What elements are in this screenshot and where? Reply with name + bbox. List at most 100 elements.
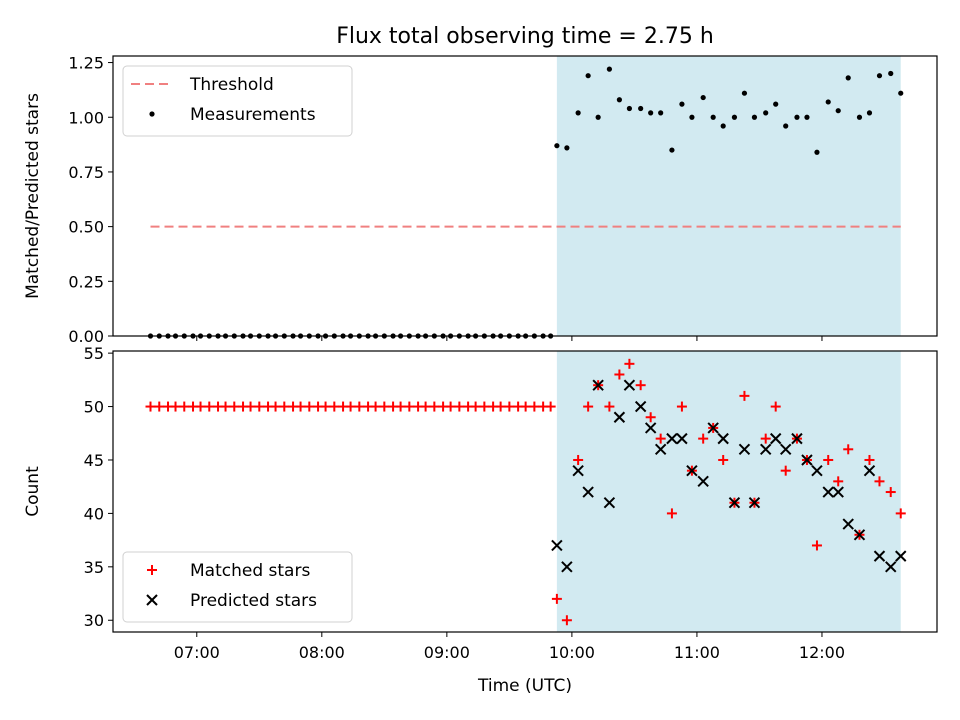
data-point — [741, 90, 748, 96]
data-point — [710, 114, 716, 120]
data-point — [666, 508, 677, 519]
data-point — [718, 454, 729, 465]
data-point — [445, 401, 456, 412]
data-point — [623, 379, 636, 391]
data-point — [763, 110, 769, 116]
data-point — [616, 97, 623, 103]
data-point — [329, 401, 340, 412]
data-point — [654, 443, 667, 456]
data-point — [780, 465, 791, 476]
data-point — [582, 486, 594, 498]
data-point — [895, 550, 907, 562]
data-point — [644, 422, 657, 434]
data-point — [832, 486, 844, 498]
data-point — [551, 539, 563, 552]
data-point — [638, 105, 644, 112]
data-point — [888, 70, 894, 77]
data-point — [529, 401, 540, 412]
data-point — [759, 443, 772, 456]
data-point — [676, 432, 688, 445]
data-point — [551, 593, 562, 604]
data-point — [707, 422, 719, 434]
x-tick-label: 11:00 — [674, 643, 720, 662]
data-point — [603, 497, 616, 509]
count-panel: 30 35 40 45 50 55 07:00 08:00 09:00 10:00 11:00 12:… — [23, 344, 938, 696]
y-tick-label: 35 — [84, 558, 104, 577]
data-point — [843, 444, 854, 455]
count-panel-frame — [112, 350, 938, 633]
data-point — [370, 401, 381, 412]
data-point — [420, 401, 431, 412]
data-point — [564, 145, 570, 151]
data-point — [270, 401, 281, 412]
data-point — [801, 454, 813, 466]
data-point — [520, 401, 531, 412]
data-point — [613, 411, 626, 423]
legend-key-marker — [146, 594, 158, 606]
data-point — [731, 114, 738, 120]
legend-key-marker — [147, 565, 157, 575]
data-point — [395, 401, 406, 412]
x-tick-label: 10:00 — [549, 643, 595, 662]
data-point — [885, 487, 896, 498]
data-point — [495, 401, 506, 412]
ratio-legend: Threshold Measurements — [122, 65, 353, 137]
legend-label: Threshold — [189, 75, 274, 95]
data-point — [320, 401, 331, 412]
data-point — [769, 432, 782, 445]
data-point — [748, 497, 761, 509]
count-shaded-region — [556, 351, 901, 632]
data-point — [760, 433, 771, 444]
data-point — [585, 73, 591, 79]
legend-label: Predicted stars — [190, 591, 317, 611]
data-point — [655, 433, 666, 444]
y-tick-label: 1.00 — [68, 108, 104, 127]
y-tick-label: 0.00 — [68, 327, 104, 346]
count-series-matched-stars — [145, 358, 906, 626]
data-point — [811, 464, 823, 477]
y-tick-label: 50 — [84, 398, 104, 417]
ratio-series-measurements — [147, 66, 904, 339]
data-point — [279, 401, 290, 412]
data-point — [220, 401, 231, 412]
y-tick-label: 55 — [84, 344, 104, 363]
x-tick-label: 07:00 — [174, 643, 220, 662]
data-point — [669, 147, 675, 153]
data-point — [770, 401, 781, 412]
data-point — [794, 114, 800, 120]
data-point — [479, 401, 490, 412]
legend-box — [122, 65, 353, 137]
data-point — [229, 401, 240, 412]
data-point — [876, 73, 883, 79]
data-point — [853, 529, 866, 541]
x-tick-label: 09:00 — [424, 643, 470, 662]
y-tick-label: 0.75 — [68, 163, 104, 182]
data-point — [720, 123, 726, 129]
data-point — [561, 615, 572, 626]
count-legend: Matched stars Predicted stars — [122, 551, 353, 623]
data-point — [751, 114, 758, 120]
data-point — [689, 114, 695, 120]
data-point — [822, 486, 834, 498]
data-point — [856, 114, 863, 120]
data-point — [145, 401, 156, 412]
data-point — [698, 433, 709, 444]
data-point — [779, 443, 792, 456]
y-tick-label: 0.25 — [68, 272, 104, 291]
data-point — [864, 454, 875, 465]
data-point — [634, 400, 647, 413]
y-tick-label: 45 — [84, 451, 104, 470]
data-point — [170, 401, 181, 412]
data-point — [606, 66, 613, 72]
data-point — [885, 561, 897, 573]
data-point — [595, 114, 601, 120]
data-point — [823, 454, 834, 465]
data-point — [874, 476, 885, 487]
data-point — [195, 401, 206, 412]
data-point — [686, 464, 698, 477]
data-point — [679, 101, 685, 107]
data-point — [873, 550, 886, 562]
data-point — [254, 401, 265, 412]
data-point — [470, 401, 481, 412]
